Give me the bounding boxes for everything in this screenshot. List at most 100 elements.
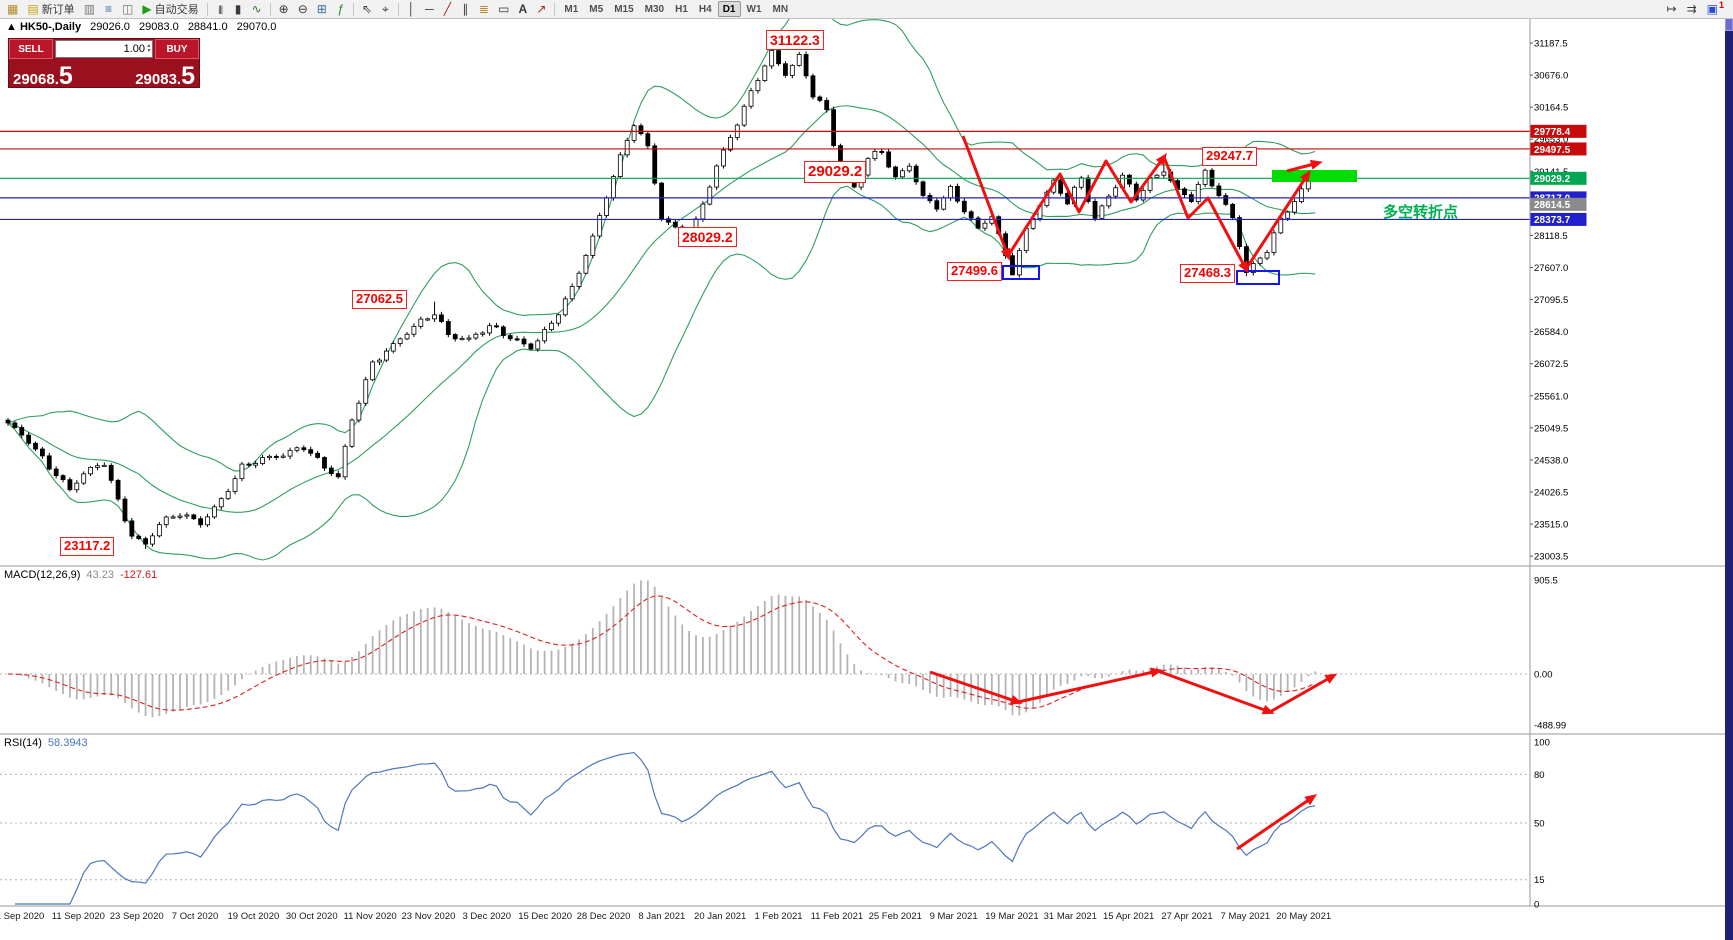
cursor-icon[interactable]: ⇖ (361, 2, 372, 16)
volume-spinner[interactable]: 1.00 ▴ ▾ (55, 40, 153, 58)
auto-scroll-icon[interactable]: ⇉ (1686, 2, 1697, 16)
fibonacci-icon[interactable]: ≣ (478, 2, 489, 16)
sell-price: 29068.5 (13, 62, 73, 90)
zoom-out-icon[interactable]: ⊖ (297, 2, 308, 16)
new-order-button[interactable]: ▤ 新订单 (27, 2, 75, 16)
timeframe-h1[interactable]: H1 (675, 3, 688, 15)
text-tool-icon[interactable]: A (518, 2, 528, 16)
price-annotation[interactable]: 29029.2 (804, 161, 867, 183)
svg-text:27095.5: 27095.5 (1534, 295, 1568, 306)
arrow-tool-icon[interactable]: ↗ (536, 2, 547, 16)
chart-shift-icon[interactable]: ↦ (1666, 2, 1677, 16)
timeframe-m30[interactable]: M30 (644, 3, 665, 15)
price-annotation[interactable]: 23117.2 (60, 537, 115, 556)
vertical-scrollbar[interactable] (1725, 18, 1733, 940)
scrollbar-thumb[interactable] (1725, 18, 1733, 31)
panel-separators[interactable] (0, 18, 1726, 907)
svg-text:19 Mar 2021: 19 Mar 2021 (985, 911, 1038, 922)
macd-leg-3[interactable] (1157, 669, 1271, 714)
autotrading-button[interactable]: ▶ 自动交易 (142, 2, 199, 16)
macd-leg-4[interactable] (1269, 674, 1334, 714)
timeframe-m15[interactable]: M15 (614, 3, 634, 15)
svg-text:23515.0: 23515.0 (1534, 520, 1568, 531)
vertical-line-icon[interactable]: │ (407, 2, 416, 16)
new-chart-icon[interactable]: ▦ (7, 2, 19, 16)
market-watch-icon[interactable]: ≡ (105, 2, 113, 16)
toolbar-separator (397, 2, 399, 16)
price-annotation[interactable]: 27468.3 (1180, 264, 1235, 283)
toolbar-separator (554, 2, 556, 16)
main-toolbar: ▦ ▤ 新订单 ▥ ≡ ◫ ▶ 自动交易 ||| ▮ ∿ ⊕ ⊖ ⊞ ƒ ⇖ ⌖… (0, 0, 1733, 19)
shapes-icon[interactable]: ▭ (497, 2, 510, 16)
svg-text:30676.0: 30676.0 (1534, 71, 1568, 82)
sell-button[interactable]: SELL (9, 39, 53, 59)
crosshair-icon[interactable]: ⌖ (382, 2, 389, 16)
price-scale[interactable]: 31187.530676.030164.529653.029141.528630… (1530, 39, 1568, 911)
price-annotation[interactable]: 27499.6 (947, 262, 1002, 281)
macd-panel (0, 580, 1530, 718)
drawn-rectangles[interactable] (1002, 170, 1357, 285)
svg-text:905.5: 905.5 (1534, 576, 1558, 587)
candlestick-chart-icon[interactable]: ▮ (234, 2, 242, 16)
svg-text:80: 80 (1534, 770, 1545, 781)
navigator-icon[interactable]: ◫ (122, 2, 134, 16)
bar-chart-icon[interactable]: ||| (218, 3, 223, 14)
timeframe-m1[interactable]: M1 (564, 3, 579, 15)
trend-arrows[interactable] (929, 135, 1338, 851)
line-chart-icon[interactable]: ∿ (251, 2, 262, 16)
macd-leg-2[interactable] (1017, 669, 1159, 704)
price-annotation[interactable]: 27062.5 (352, 290, 407, 309)
autotrading-play-icon: ▶ (142, 2, 152, 16)
timeframe-h4[interactable]: H4 (698, 3, 712, 15)
up-impulse[interactable] (1244, 173, 1310, 270)
timeframe-m5[interactable]: M5 (589, 3, 604, 15)
svg-text:9 Mar 2021: 9 Mar 2021 (930, 911, 978, 922)
timeframe-w1[interactable]: W1 (746, 3, 762, 15)
svg-text:20 Jan 2021: 20 Jan 2021 (694, 911, 746, 922)
support-zone-1[interactable] (1002, 265, 1040, 280)
svg-text:29029.2: 29029.2 (1534, 174, 1571, 185)
buy-button[interactable]: BUY (155, 39, 199, 59)
indicators-icon[interactable]: ƒ (337, 2, 344, 16)
down-impulse-1[interactable] (961, 135, 1010, 257)
horizontal-line-icon[interactable]: ─ (425, 2, 434, 16)
new-order-icon: ▤ (27, 2, 39, 16)
svg-text:11 Sep 2020: 11 Sep 2020 (52, 911, 105, 922)
svg-text:31187.5: 31187.5 (1534, 39, 1568, 50)
date-axis[interactable]: 1 Sep 2020 11 Sep 2020 23 Sep 2020 7 Oct 20… (0, 911, 1331, 922)
svg-text:27 Apr 2021: 27 Apr 2021 (1161, 911, 1212, 922)
svg-text:28373.7: 28373.7 (1534, 215, 1571, 226)
svg-text:7 Oct 2020: 7 Oct 2020 (172, 911, 218, 922)
svg-text:23 Nov 2020: 23 Nov 2020 (402, 911, 456, 922)
svg-text:1 Feb 2021: 1 Feb 2021 (755, 911, 803, 922)
svg-text:1 Sep 2020: 1 Sep 2020 (0, 911, 44, 922)
price-annotation[interactable]: 31122.3 (766, 30, 824, 51)
price-annotation[interactable]: 28029.2 (678, 227, 737, 248)
macd-leg-1[interactable] (929, 670, 1019, 704)
timeframe-d1[interactable]: D1 (717, 1, 741, 17)
rsi-arrow[interactable] (1236, 795, 1314, 851)
svg-text:15 Dec 2020: 15 Dec 2020 (518, 911, 572, 922)
bollinger-bands (7, 18, 1316, 561)
volume-up-icon[interactable]: ▴ (146, 43, 150, 49)
alert-count-badge: 1 (1718, 0, 1724, 10)
resistance-zone[interactable] (1272, 170, 1357, 182)
svg-text:0: 0 (1534, 900, 1539, 911)
svg-text:28 Dec 2020: 28 Dec 2020 (577, 911, 631, 922)
tile-windows-icon[interactable]: ⊞ (316, 2, 327, 16)
alerts-icon[interactable]: ▣ 1 (1706, 0, 1724, 16)
volume-down-icon[interactable]: ▾ (146, 48, 150, 54)
support-zone-2[interactable] (1236, 270, 1280, 285)
price-annotation[interactable]: 29247.7 (1202, 147, 1257, 166)
one-click-trading-panel: SELL 1.00 ▴ ▾ BUY 29068.5 29083.5 (8, 38, 200, 90)
profiles-icon[interactable]: ▥ (83, 2, 96, 16)
svg-text:24026.5: 24026.5 (1534, 487, 1568, 498)
channel-icon[interactable]: ∥ (462, 2, 469, 16)
trendline-icon[interactable]: ╱ (443, 2, 452, 16)
zoom-in-icon[interactable]: ⊕ (278, 2, 289, 16)
zigzag-recovery[interactable] (1006, 156, 1166, 257)
svg-text:8 Jan 2021: 8 Jan 2021 (638, 911, 685, 922)
timeframe-mn[interactable]: MN (772, 3, 789, 15)
down-impulse-2[interactable] (1162, 156, 1248, 270)
